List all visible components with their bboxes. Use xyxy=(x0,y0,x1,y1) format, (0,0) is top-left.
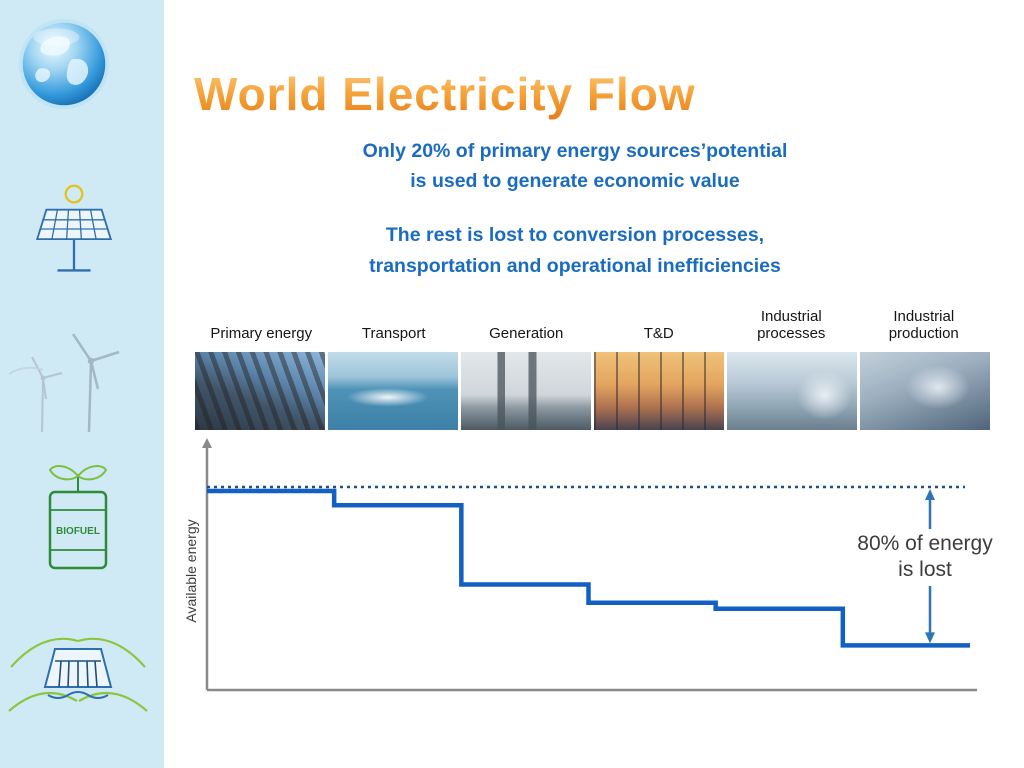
stage-photo-transport xyxy=(328,352,458,430)
stage-photo-primary-energy xyxy=(195,352,325,430)
message-line-3: The rest is lost to conversion processes… xyxy=(385,224,765,247)
stage-photo-generation xyxy=(461,352,591,430)
stage-photo-strip xyxy=(195,352,990,430)
solar-panel-icon xyxy=(35,184,113,272)
stage-photo-industrial-processes xyxy=(727,352,857,430)
globe-icon xyxy=(18,18,110,110)
wind-turbines-icon xyxy=(8,333,120,433)
message-line-4: transportation and operational inefficie… xyxy=(369,254,781,277)
stage-photo-industrial-production xyxy=(860,352,990,430)
energy-lost-annotation: 80% of energy is lost xyxy=(838,529,1012,586)
biofuel-barrel-icon: BIOFUEL xyxy=(48,465,108,570)
stage-label-transport: Transport xyxy=(361,325,426,343)
message-line-1: Only 20% of primary energy sources’poten… xyxy=(362,140,788,162)
page-title: World Electricity Flow xyxy=(194,67,696,120)
stage-label-industrial-production: Industrial production xyxy=(888,308,959,343)
hydro-dam-icon xyxy=(8,637,148,712)
stage-label-generation: Generation xyxy=(489,325,564,343)
message-line-2: is used to generate economic value xyxy=(410,170,740,193)
stage-labels: Primary energy Transport Generation T&D … xyxy=(195,308,990,343)
sidebar: BIOFUEL xyxy=(0,0,164,768)
message-gap xyxy=(195,196,955,220)
stage-label-primary-energy: Primary energy xyxy=(210,325,313,343)
biofuel-label: BIOFUEL xyxy=(56,526,100,537)
stage-photo-td xyxy=(594,352,724,430)
stage-label-industrial-processes: Industrial processes xyxy=(757,308,826,343)
y-axis-label: Available energy xyxy=(183,519,199,623)
key-message: Only 20% of primary energy sources’poten… xyxy=(195,136,955,281)
energy-lost-line-2: is lost xyxy=(898,558,952,582)
available-energy-chart-area: Available energy 80% of energy is lost xyxy=(183,432,1012,700)
energy-lost-line-1: 80% of energy xyxy=(857,532,993,555)
stage-label-td: T&D xyxy=(643,325,674,343)
